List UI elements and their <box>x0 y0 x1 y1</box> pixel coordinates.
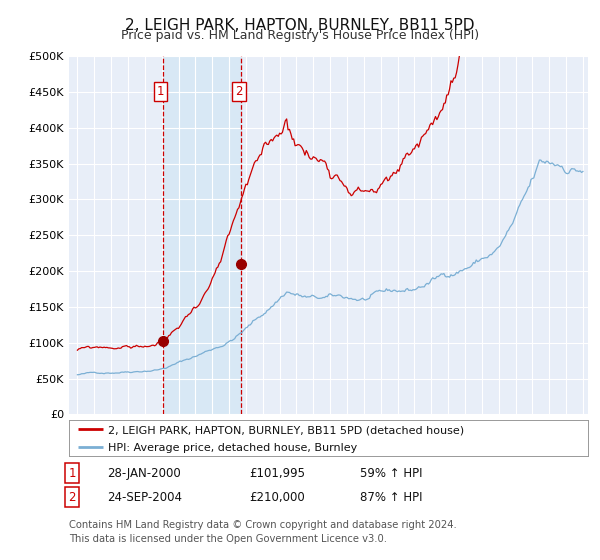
Text: Price paid vs. HM Land Registry's House Price Index (HPI): Price paid vs. HM Land Registry's House … <box>121 29 479 42</box>
Text: 1: 1 <box>68 466 76 480</box>
Text: 28-JAN-2000: 28-JAN-2000 <box>107 466 181 480</box>
Text: 2: 2 <box>68 491 76 504</box>
Text: 2: 2 <box>235 85 242 99</box>
Text: HPI: Average price, detached house, Burnley: HPI: Average price, detached house, Burn… <box>108 442 357 452</box>
Text: 87% ↑ HPI: 87% ↑ HPI <box>360 491 422 504</box>
Text: £210,000: £210,000 <box>249 491 305 504</box>
Text: 2, LEIGH PARK, HAPTON, BURNLEY, BB11 5PD (detached house): 2, LEIGH PARK, HAPTON, BURNLEY, BB11 5PD… <box>108 425 464 435</box>
Text: £101,995: £101,995 <box>249 466 305 480</box>
Text: 59% ↑ HPI: 59% ↑ HPI <box>360 466 422 480</box>
Text: 2, LEIGH PARK, HAPTON, BURNLEY, BB11 5PD: 2, LEIGH PARK, HAPTON, BURNLEY, BB11 5PD <box>125 18 475 33</box>
Text: 1: 1 <box>157 85 164 99</box>
Bar <box>163 56 241 414</box>
Text: Contains HM Land Registry data © Crown copyright and database right 2024.
This d: Contains HM Land Registry data © Crown c… <box>69 520 457 544</box>
Text: 24-SEP-2004: 24-SEP-2004 <box>107 491 182 504</box>
